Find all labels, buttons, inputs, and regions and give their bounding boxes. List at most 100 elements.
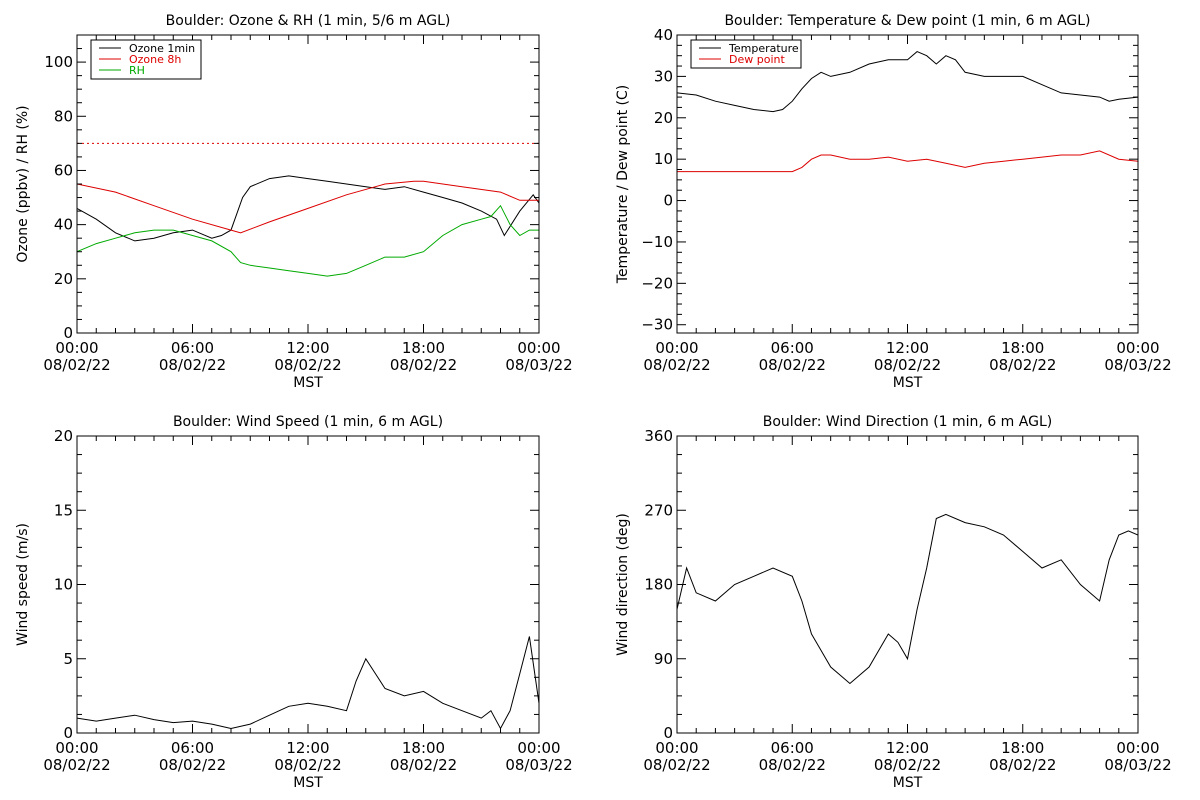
legend-entry: Dew point xyxy=(729,53,785,66)
x-tick-label-time: 12:00 xyxy=(286,739,329,757)
series-line-dew-point xyxy=(677,150,1138,173)
x-tick-label-date: 08/02/22 xyxy=(759,756,826,774)
x-tick-label-time: 06:00 xyxy=(171,339,214,357)
y-tick-label: 5 xyxy=(63,650,73,668)
x-tick-label-date: 08/03/22 xyxy=(1104,756,1171,774)
x-tick-label-time: 12:00 xyxy=(886,339,929,357)
y-tick-label: 20 xyxy=(54,270,73,288)
y-tick-label: 270 xyxy=(644,501,673,519)
x-tick-label-time: 00:00 xyxy=(517,739,560,757)
x-tick-label-date: 08/02/22 xyxy=(43,356,110,374)
x-tick-label-time: 06:00 xyxy=(171,739,214,757)
x-tick-label-time: 18:00 xyxy=(1001,339,1044,357)
x-tick-label-time: 00:00 xyxy=(1116,739,1159,757)
y-tick-label: 0 xyxy=(663,192,673,210)
y-tick-label: 0 xyxy=(63,324,73,342)
x-tick-label-date: 08/03/22 xyxy=(1104,356,1171,374)
x-tick-label-time: 06:00 xyxy=(771,739,814,757)
x-tick-label-time: 00:00 xyxy=(655,339,698,357)
series-line-data xyxy=(677,513,1138,685)
legend-entry: Ozone 8h xyxy=(129,53,181,66)
chart-title: Boulder: Wind Speed (1 min, 6 m AGL) xyxy=(173,414,443,430)
y-tick-label: 20 xyxy=(54,427,73,445)
y-tick-label: −30 xyxy=(641,316,673,334)
legend-entry: Temperature xyxy=(728,42,799,55)
x-tick-label-date: 08/02/22 xyxy=(874,356,941,374)
chart-title: Boulder: Wind Direction (1 min, 6 m AGL) xyxy=(763,414,1052,430)
x-tick-label-date: 08/03/22 xyxy=(505,756,572,774)
x-tick-label-time: 18:00 xyxy=(402,339,445,357)
x-tick-label-date: 08/02/22 xyxy=(274,756,341,774)
series-group xyxy=(77,636,539,730)
chart-panel-1: Boulder: Ozone & RH (1 min, 5/6 m AGL) 0 2… xyxy=(15,13,573,391)
x-tick-label-time: 12:00 xyxy=(886,739,929,757)
y-tick-label: 100 xyxy=(44,53,73,71)
y-axis-label: Temperature / Dew point (C) xyxy=(615,85,631,284)
x-tick-label-date: 08/02/22 xyxy=(390,356,457,374)
y-tick-label: 0 xyxy=(663,724,673,742)
panels-layer: Boulder: Ozone & RH (1 min, 5/6 m AGL) 0 2… xyxy=(15,13,1172,791)
series-line-rh xyxy=(77,204,539,277)
y-tick-label: 60 xyxy=(54,161,73,179)
x-tick-label-date: 08/02/22 xyxy=(874,756,941,774)
x-tick-label-date: 08/02/22 xyxy=(989,356,1056,374)
y-tick-label: 40 xyxy=(654,26,673,44)
x-tick-label-date: 08/02/22 xyxy=(159,756,226,774)
x-tick-label-time: 06:00 xyxy=(771,339,814,357)
x-tick-label-date: 08/02/22 xyxy=(759,356,826,374)
y-tick-label: 30 xyxy=(654,67,673,85)
y-tick-label: 80 xyxy=(54,107,73,125)
x-tick-label-date: 08/02/22 xyxy=(643,356,710,374)
x-tick-label-date: 08/02/22 xyxy=(274,356,341,374)
series-line-ozone-1min xyxy=(77,175,539,242)
y-tick-label: 10 xyxy=(54,576,73,594)
y-tick-label: −10 xyxy=(641,233,673,251)
series-line-data xyxy=(77,636,539,730)
chart-panel-3: Boulder: Wind Speed (1 min, 6 m AGL) 0 5 10… xyxy=(15,414,573,791)
y-axis-label: Wind speed (m/s) xyxy=(15,523,31,646)
x-tick-label-date: 08/02/22 xyxy=(390,756,457,774)
series-group xyxy=(677,51,1138,173)
x-axis-label: MST xyxy=(893,775,923,791)
x-tick-label-time: 00:00 xyxy=(1116,339,1159,357)
series-group xyxy=(77,142,539,277)
x-tick-label-date: 08/02/22 xyxy=(989,756,1056,774)
chart-title: Boulder: Ozone & RH (1 min, 5/6 m AGL) xyxy=(166,13,451,29)
y-tick-label: −20 xyxy=(641,274,673,292)
legend-entry: RH xyxy=(129,64,145,77)
x-tick-label-time: 18:00 xyxy=(1001,739,1044,757)
series-line-ozone-8h xyxy=(77,180,539,234)
x-tick-label-time: 00:00 xyxy=(55,339,98,357)
x-tick-label-time: 18:00 xyxy=(402,739,445,757)
chart-panel-2: Boulder: Temperature & Dew point (1 min,… xyxy=(615,13,1172,391)
legend-entry: Ozone 1min xyxy=(129,42,195,55)
y-axis-label: Ozone (ppbv) / RH (%) xyxy=(15,105,31,262)
chart-title: Boulder: Temperature & Dew point (1 min,… xyxy=(724,13,1090,29)
x-tick-label-time: 00:00 xyxy=(55,739,98,757)
x-tick-label-date: 08/02/22 xyxy=(43,756,110,774)
x-tick-label-date: 08/02/22 xyxy=(643,756,710,774)
x-axis-label: MST xyxy=(293,375,323,391)
x-tick-label-time: 12:00 xyxy=(286,339,329,357)
y-tick-label: 20 xyxy=(654,109,673,127)
series-group xyxy=(677,513,1138,685)
series-line-temperature xyxy=(677,51,1138,113)
y-tick-label: 0 xyxy=(63,724,73,742)
legend-box xyxy=(690,39,802,69)
x-tick-label-time: 00:00 xyxy=(517,339,560,357)
y-tick-label: 360 xyxy=(644,427,673,445)
y-axis-label: Wind direction (deg) xyxy=(615,513,631,656)
x-tick-label-time: 00:00 xyxy=(655,739,698,757)
x-axis-label: MST xyxy=(293,775,323,791)
y-tick-label: 90 xyxy=(654,650,673,668)
y-tick-label: 15 xyxy=(54,501,73,519)
y-tick-label: 40 xyxy=(54,216,73,234)
x-axis-label: MST xyxy=(893,375,923,391)
x-tick-label-date: 08/03/22 xyxy=(505,356,572,374)
y-tick-label: 180 xyxy=(644,576,673,594)
x-tick-label-date: 08/02/22 xyxy=(159,356,226,374)
